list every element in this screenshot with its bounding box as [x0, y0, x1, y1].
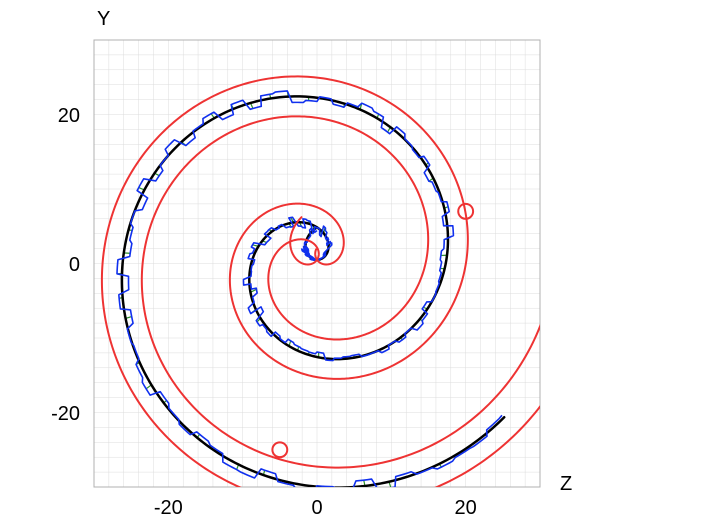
- series-layer: [102, 76, 595, 507]
- y-tick-label: -20: [51, 403, 80, 426]
- x-tick-label: 20: [455, 497, 477, 520]
- grid: [94, 40, 540, 487]
- red-inner-spiral: [142, 116, 556, 467]
- chart-container: Y Z -20 0 20 -20 0 20: [0, 0, 704, 528]
- red-marker-circle: [272, 442, 287, 457]
- plot-svg: [0, 0, 704, 528]
- x-axis-label: Z: [560, 473, 572, 496]
- blue-noisy-spiral: [117, 91, 502, 492]
- y-axis-label: Y: [97, 8, 110, 31]
- y-tick-label: 20: [58, 105, 80, 128]
- x-tick-label: 0: [311, 497, 322, 520]
- y-tick-label: 0: [69, 254, 80, 277]
- x-tick-label: -20: [154, 497, 183, 520]
- black-spiral: [122, 96, 504, 487]
